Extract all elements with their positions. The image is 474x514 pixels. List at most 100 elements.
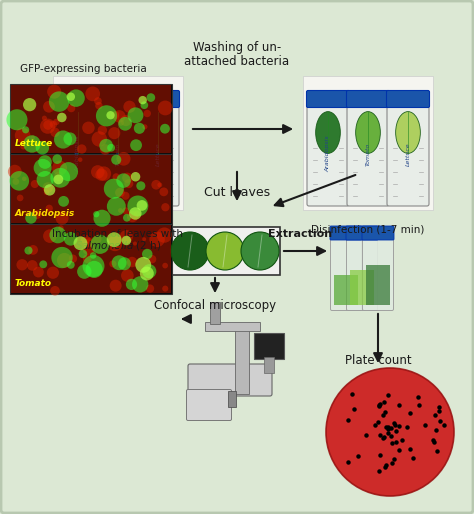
Circle shape [142, 249, 153, 259]
Circle shape [115, 188, 125, 197]
Circle shape [140, 101, 148, 109]
Circle shape [160, 124, 170, 134]
Circle shape [148, 255, 156, 263]
Bar [10, 154, 172, 224]
FancyBboxPatch shape [307, 92, 349, 206]
Circle shape [134, 123, 145, 134]
Circle shape [34, 159, 52, 177]
Circle shape [49, 227, 66, 243]
FancyBboxPatch shape [307, 90, 349, 107]
Circle shape [151, 180, 161, 190]
Circle shape [53, 119, 60, 125]
FancyBboxPatch shape [330, 228, 362, 310]
Circle shape [108, 127, 120, 139]
FancyBboxPatch shape [97, 92, 139, 206]
Circle shape [326, 368, 454, 496]
Circle shape [111, 155, 121, 165]
Circle shape [93, 210, 110, 227]
Circle shape [122, 236, 131, 245]
Circle shape [120, 115, 131, 126]
Text: Arabidopsis: Arabidopsis [326, 136, 330, 172]
Ellipse shape [106, 112, 130, 153]
Circle shape [43, 120, 53, 130]
Circle shape [64, 232, 78, 246]
Circle shape [27, 260, 37, 271]
Circle shape [122, 173, 132, 183]
Text: Tomato: Tomato [365, 142, 371, 166]
Circle shape [93, 235, 101, 244]
Circle shape [121, 269, 134, 282]
Circle shape [118, 208, 123, 213]
Circle shape [28, 245, 38, 255]
Circle shape [34, 142, 39, 148]
Circle shape [96, 105, 117, 126]
Circle shape [109, 260, 117, 267]
Text: $\it{Salmonella}$ (2 h): $\it{Salmonella}$ (2 h) [75, 239, 161, 252]
Circle shape [43, 182, 53, 193]
Circle shape [57, 113, 67, 122]
Text: Cut leaves: Cut leaves [204, 186, 270, 199]
Circle shape [104, 179, 124, 199]
Circle shape [12, 178, 19, 185]
Bar [264, 357, 274, 373]
Circle shape [38, 155, 52, 169]
Circle shape [138, 96, 147, 104]
Circle shape [82, 122, 95, 134]
Circle shape [43, 229, 57, 243]
Ellipse shape [146, 112, 170, 153]
Circle shape [33, 210, 41, 219]
Circle shape [171, 232, 209, 270]
Circle shape [124, 179, 133, 188]
Bar [334, 275, 358, 305]
Circle shape [52, 160, 67, 175]
Circle shape [142, 264, 156, 279]
Circle shape [50, 127, 60, 137]
Circle shape [79, 250, 87, 258]
Circle shape [107, 235, 123, 251]
Circle shape [122, 207, 129, 214]
Bar [350, 270, 374, 305]
Text: Incubation of leaves with: Incubation of leaves with [53, 229, 183, 239]
Circle shape [132, 276, 148, 292]
Circle shape [67, 104, 75, 112]
FancyBboxPatch shape [363, 228, 393, 310]
Circle shape [137, 181, 146, 190]
Bar [11, 225, 171, 293]
Circle shape [136, 257, 151, 273]
Ellipse shape [356, 112, 380, 153]
Circle shape [49, 91, 69, 112]
Circle shape [17, 259, 28, 270]
Circle shape [106, 111, 115, 119]
Circle shape [54, 172, 64, 181]
Circle shape [129, 207, 142, 219]
Circle shape [144, 110, 151, 117]
FancyBboxPatch shape [386, 90, 429, 107]
Text: Arabidopsis: Arabidopsis [75, 136, 81, 172]
Circle shape [131, 172, 140, 181]
Circle shape [97, 167, 111, 181]
Circle shape [126, 279, 137, 290]
FancyBboxPatch shape [387, 92, 429, 206]
Circle shape [7, 109, 27, 130]
Circle shape [123, 214, 131, 222]
Circle shape [107, 197, 126, 216]
Circle shape [17, 195, 23, 201]
Circle shape [67, 89, 85, 107]
Circle shape [157, 182, 162, 188]
Circle shape [64, 133, 76, 145]
Circle shape [85, 86, 100, 101]
Text: Disinfection (1-7 min): Disinfection (1-7 min) [311, 225, 425, 235]
Circle shape [42, 116, 47, 121]
Circle shape [98, 125, 107, 135]
Circle shape [50, 286, 60, 296]
Circle shape [47, 267, 59, 279]
Circle shape [123, 101, 136, 113]
Circle shape [22, 176, 27, 181]
FancyBboxPatch shape [362, 226, 394, 240]
Circle shape [116, 173, 131, 188]
Circle shape [117, 152, 130, 166]
Circle shape [112, 173, 120, 180]
Ellipse shape [396, 112, 420, 153]
Circle shape [91, 165, 104, 179]
Bar [11, 155, 171, 223]
